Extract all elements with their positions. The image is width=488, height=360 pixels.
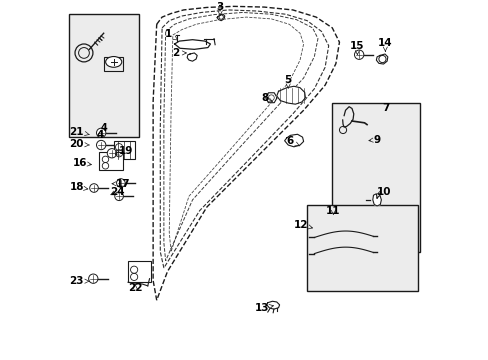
Text: 16: 16	[72, 158, 91, 168]
Bar	[69, 14, 139, 137]
Circle shape	[354, 50, 363, 59]
Text: 14: 14	[377, 38, 392, 51]
Polygon shape	[265, 93, 277, 103]
Text: 21: 21	[69, 127, 89, 137]
Bar	[114, 141, 135, 159]
Text: 4: 4	[97, 130, 104, 140]
Polygon shape	[217, 14, 224, 21]
Text: 20: 20	[69, 139, 89, 149]
Text: 17: 17	[112, 179, 131, 189]
Text: 19: 19	[115, 146, 132, 156]
Text: 13: 13	[254, 303, 273, 313]
Text: 10: 10	[376, 186, 390, 197]
Bar	[128, 261, 151, 282]
Circle shape	[88, 274, 98, 283]
Text: 3: 3	[216, 2, 224, 15]
Polygon shape	[187, 53, 197, 61]
Polygon shape	[174, 40, 210, 49]
Text: 6: 6	[286, 136, 299, 147]
Text: 5: 5	[284, 75, 291, 88]
Circle shape	[96, 128, 105, 138]
Circle shape	[96, 140, 105, 150]
Text: 23: 23	[69, 276, 89, 286]
Polygon shape	[376, 54, 387, 64]
Polygon shape	[266, 301, 279, 309]
Text: 7: 7	[382, 103, 389, 113]
Polygon shape	[372, 194, 381, 206]
Text: 24: 24	[110, 186, 124, 197]
Polygon shape	[284, 134, 303, 147]
Text: 1: 1	[164, 29, 177, 40]
Ellipse shape	[105, 57, 122, 67]
Circle shape	[116, 179, 125, 187]
Bar	[306, 205, 417, 291]
Bar	[332, 103, 419, 252]
Text: 11: 11	[325, 206, 340, 216]
Bar	[104, 57, 123, 71]
Circle shape	[115, 192, 123, 201]
Text: 9: 9	[368, 135, 380, 145]
Text: 4: 4	[100, 123, 107, 133]
Text: 12: 12	[293, 220, 312, 230]
Bar	[99, 152, 122, 170]
Polygon shape	[276, 86, 305, 104]
Circle shape	[89, 184, 98, 192]
Text: 15: 15	[349, 41, 364, 55]
Text: 18: 18	[69, 182, 88, 192]
Text: 8: 8	[261, 94, 272, 103]
Text: 2: 2	[172, 48, 186, 58]
Text: 22: 22	[128, 283, 142, 293]
Circle shape	[107, 149, 116, 158]
